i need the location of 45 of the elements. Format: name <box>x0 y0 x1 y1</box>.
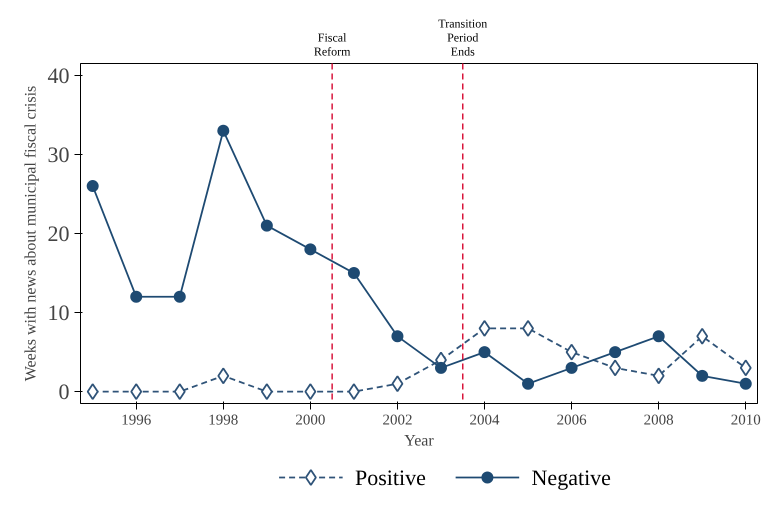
point <box>86 180 99 192</box>
x-tick-label: 2010 <box>730 412 761 428</box>
y-axis-title: Weeks with news about municipal fiscal crisis <box>22 86 40 382</box>
x-tick-label: 1998 <box>208 412 238 428</box>
point <box>130 383 142 400</box>
y-tick-label: 20 <box>48 221 70 246</box>
x-tick-label: 2004 <box>470 412 500 428</box>
point <box>348 267 360 280</box>
point <box>86 383 99 400</box>
x-axis-title: Year <box>404 432 434 450</box>
point <box>304 383 316 400</box>
y-tick-label: 0 <box>58 379 70 404</box>
point <box>391 330 404 342</box>
point <box>609 346 622 358</box>
y-tick-label: 40 <box>48 62 70 88</box>
point <box>260 383 273 400</box>
x-tick-label: 1996 <box>121 412 152 428</box>
point <box>174 290 186 303</box>
point <box>217 124 230 137</box>
point <box>522 378 534 390</box>
x-tick-label: 2008 <box>644 412 674 428</box>
point <box>696 370 708 382</box>
x-tick-label: 2006 <box>556 412 588 428</box>
point <box>174 383 186 400</box>
point <box>478 346 491 358</box>
point <box>609 360 622 376</box>
ref-line-label: Fiscal Reform <box>314 30 352 59</box>
y-tick-label: 30 <box>48 142 70 167</box>
y-tick-label: 10 <box>48 300 70 326</box>
point <box>740 378 752 390</box>
point <box>130 290 142 303</box>
point <box>740 360 752 376</box>
ref-line-label: Transition Period Ends <box>438 16 488 59</box>
point <box>652 330 665 342</box>
point <box>304 243 316 256</box>
x-tick-label: 2002 <box>382 412 412 428</box>
legend-label: Positive <box>355 465 426 490</box>
point <box>434 362 447 374</box>
point <box>696 328 708 345</box>
point <box>217 367 230 384</box>
point <box>260 220 273 232</box>
point <box>652 367 665 384</box>
point <box>566 362 578 374</box>
x-tick-label: 2000 <box>295 412 326 428</box>
legend-label: Negative <box>532 465 611 490</box>
